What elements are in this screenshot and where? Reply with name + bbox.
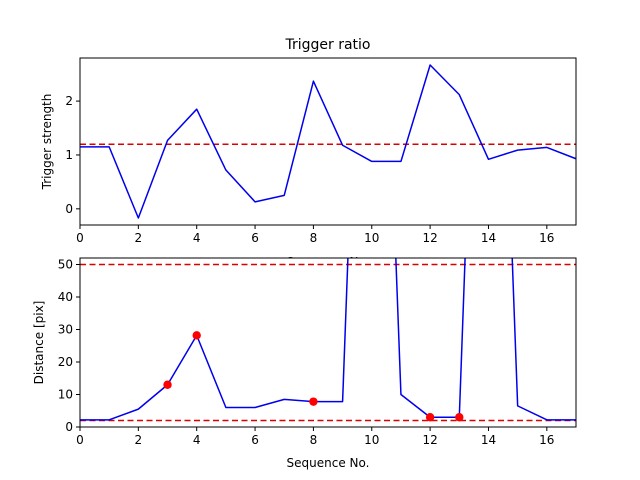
y-tick-label: 30 xyxy=(58,323,73,337)
y-tick-label: 50 xyxy=(58,258,73,272)
y-axis-label: Trigger strength xyxy=(40,94,54,191)
data-point-marker xyxy=(425,413,435,422)
y-tick-label: 10 xyxy=(58,388,73,402)
y-tick-label: 2 xyxy=(65,94,73,108)
data-point-marker xyxy=(455,413,464,422)
x-tick-label: 4 xyxy=(193,231,201,245)
series-line xyxy=(80,64,576,219)
x-tick-label: 8 xyxy=(310,231,318,245)
x-tick-label: 0 xyxy=(76,231,84,245)
subplot-distance: 0 2 4 6 8 10 12 14 16 0 10 20 30 40 50 Sequence No. Di… xyxy=(32,257,577,470)
x-tick-label: 14 xyxy=(481,433,496,447)
x-tick-label: 6 xyxy=(251,433,259,447)
x-tick-label: 14 xyxy=(481,231,496,245)
data-point-marker xyxy=(192,331,201,340)
y-tick-label: 20 xyxy=(58,355,73,369)
data-point-marker xyxy=(309,397,318,406)
x-tick-label: 0 xyxy=(76,433,84,447)
x-tick-label: 12 xyxy=(422,231,437,245)
y-axis-label: Distance [pix] xyxy=(32,301,46,385)
x-tick-label: 12 xyxy=(422,433,437,447)
x-tick-label: 6 xyxy=(251,231,259,245)
y-tick-label: 40 xyxy=(58,290,73,304)
x-tick-label: 10 xyxy=(364,433,379,447)
x-tick-label: 10 xyxy=(364,231,379,245)
axes-background xyxy=(80,258,576,427)
data-point-marker xyxy=(163,380,172,389)
chart-title: Trigger ratio xyxy=(284,37,370,53)
axes-frame xyxy=(79,257,577,428)
x-tick-label: 8 xyxy=(310,433,318,447)
x-tick-label: 16 xyxy=(539,231,554,245)
y-tick-label: 1 xyxy=(65,148,73,162)
y-tick-label: 0 xyxy=(65,420,73,434)
x-tick-label: 2 xyxy=(135,433,143,447)
x-tick-label: 2 xyxy=(135,231,143,245)
series-line xyxy=(80,258,576,421)
axes-frame xyxy=(79,57,577,226)
y-tick-label: 0 xyxy=(65,202,73,216)
x-tick-label: 4 xyxy=(193,433,201,447)
x-tick-label: 16 xyxy=(539,433,554,447)
x-axis-label: Sequence No. xyxy=(287,456,370,470)
